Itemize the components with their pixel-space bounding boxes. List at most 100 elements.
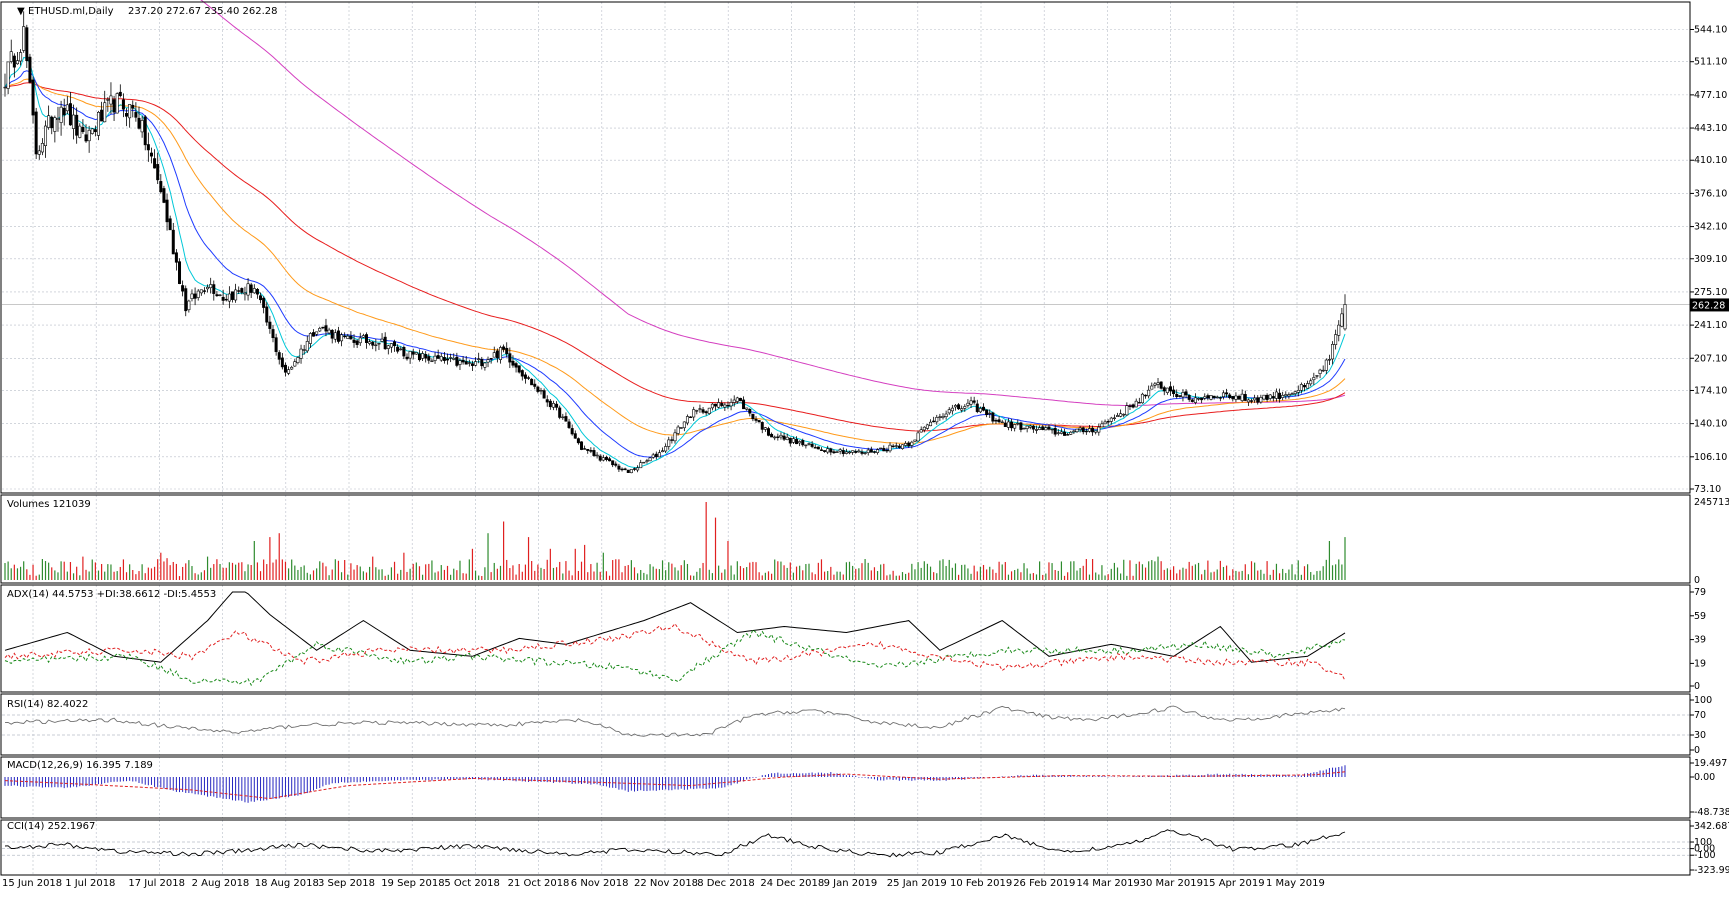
candle xyxy=(464,355,468,365)
candle xyxy=(763,426,767,432)
price-tick-label: 241.10 xyxy=(1694,320,1727,331)
candle xyxy=(944,410,948,420)
candle xyxy=(103,90,107,123)
candle xyxy=(1190,398,1194,403)
candle xyxy=(1072,429,1076,435)
candle xyxy=(1250,398,1254,404)
candle xyxy=(305,335,309,354)
candle xyxy=(1240,389,1244,403)
candle xyxy=(517,365,521,374)
candle xyxy=(664,443,668,453)
candle xyxy=(972,396,976,405)
triangle-down-icon[interactable]: ▼ xyxy=(17,6,25,17)
candle xyxy=(826,445,830,455)
rsi-tick-label: 100 xyxy=(1694,695,1712,706)
candle xyxy=(1069,430,1073,436)
candle xyxy=(1019,421,1023,433)
candle xyxy=(530,378,534,386)
candle xyxy=(252,284,256,294)
candle xyxy=(196,289,200,301)
rsi-title: RSI(14) 82.4022 xyxy=(7,699,88,710)
candle xyxy=(12,53,16,78)
candle xyxy=(897,443,901,449)
candle xyxy=(1103,419,1107,425)
candle xyxy=(770,432,774,438)
candle xyxy=(657,449,661,458)
ma-mid-line xyxy=(4,70,1346,458)
candle xyxy=(340,332,344,347)
candle xyxy=(411,348,415,360)
candle xyxy=(40,138,44,156)
price-tick-label: 410.10 xyxy=(1694,155,1727,166)
candle xyxy=(551,400,555,411)
adx-tick-label: 0 xyxy=(1694,681,1700,692)
candle xyxy=(1131,403,1135,409)
candle xyxy=(377,342,381,350)
candle xyxy=(654,451,658,460)
candle xyxy=(1034,425,1038,434)
candle xyxy=(798,440,802,447)
candle xyxy=(1334,329,1338,350)
candle xyxy=(1116,412,1120,417)
candle xyxy=(206,284,210,293)
candle xyxy=(1268,393,1272,401)
pane-frames xyxy=(0,1,1691,876)
candle xyxy=(199,289,203,296)
price-tick-label: 275.10 xyxy=(1694,287,1727,298)
candle xyxy=(296,356,300,365)
candle xyxy=(470,360,474,371)
candle xyxy=(1318,368,1322,379)
date-tick-label: 21 Oct 2018 xyxy=(508,878,570,889)
symbol-label: ETHUSD.ml,Daily xyxy=(28,6,114,17)
macd-signal-line xyxy=(4,771,1346,800)
price-tick-label: 443.10 xyxy=(1694,123,1727,134)
candle xyxy=(960,405,964,413)
candle xyxy=(408,351,412,364)
candle xyxy=(1343,294,1347,331)
candle xyxy=(505,342,509,358)
candle xyxy=(480,356,484,370)
candle xyxy=(106,97,110,112)
candle xyxy=(598,454,602,462)
candle xyxy=(1112,414,1116,421)
candle xyxy=(1284,391,1288,400)
candle xyxy=(274,333,278,356)
candle xyxy=(791,436,795,444)
candle xyxy=(558,405,562,420)
candle xyxy=(1331,341,1335,365)
candle xyxy=(427,353,431,364)
candle xyxy=(125,108,129,127)
date-tick-label: 6 Nov 2018 xyxy=(571,878,629,889)
candle xyxy=(1066,432,1070,436)
candle xyxy=(573,430,577,439)
candle xyxy=(361,333,365,338)
candle xyxy=(829,447,833,456)
date-tick-label: 19 Sep 2018 xyxy=(381,878,444,889)
candle xyxy=(882,445,886,452)
candle xyxy=(358,332,362,346)
candle xyxy=(1128,403,1132,411)
candle xyxy=(991,411,995,424)
candle xyxy=(212,280,216,301)
candle xyxy=(692,406,696,421)
candle xyxy=(75,107,79,144)
rsi-tick-label: 70 xyxy=(1694,710,1706,721)
date-tick-label: 10 Feb 2019 xyxy=(950,878,1012,889)
candle xyxy=(947,407,951,415)
candle xyxy=(1184,389,1188,398)
price-tick-label: 174.10 xyxy=(1694,385,1727,396)
candle xyxy=(872,450,876,454)
candle xyxy=(1140,392,1144,404)
plus-di-line xyxy=(4,628,1346,687)
candle xyxy=(533,379,537,390)
candle xyxy=(498,345,502,364)
candle xyxy=(352,334,356,348)
candle xyxy=(804,444,808,449)
candle xyxy=(1075,428,1079,433)
candle xyxy=(146,132,150,162)
adx-tick-label: 59 xyxy=(1694,611,1706,622)
candle xyxy=(187,299,191,313)
candle xyxy=(1253,394,1257,403)
